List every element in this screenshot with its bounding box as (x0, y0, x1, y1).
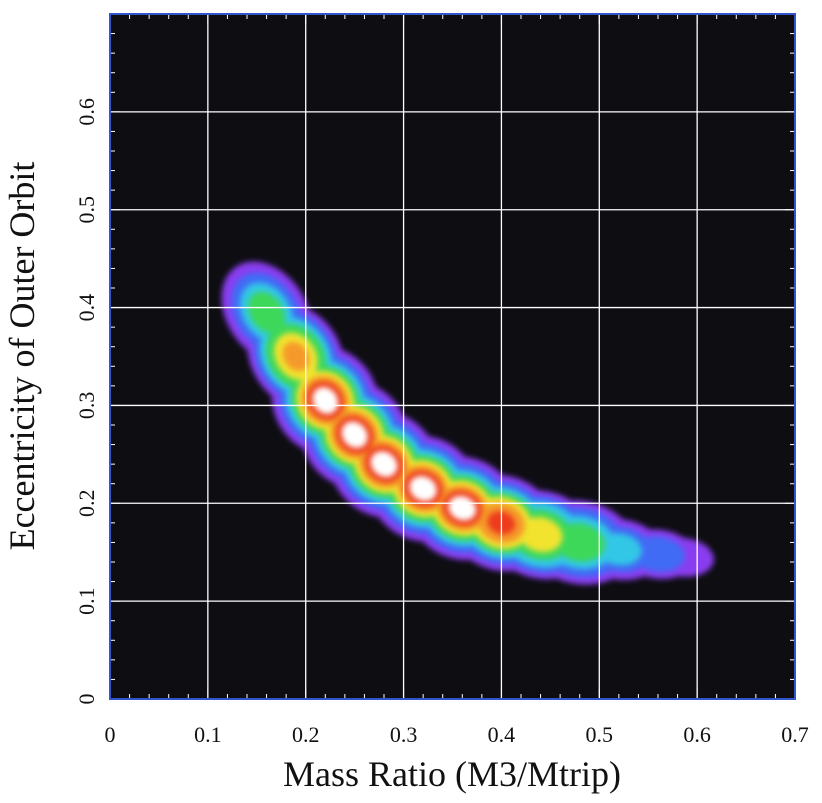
density-cell (409, 476, 437, 502)
y-tick-label: 0.3 (74, 392, 99, 420)
density-layer (221, 261, 714, 585)
x-tick-label: 0.5 (586, 722, 614, 747)
x-tick-label: 0 (105, 722, 116, 747)
x-tick-label: 0.6 (683, 722, 711, 747)
x-tick-labels: 0 0.1 0.2 0.3 0.4 0.5 0.6 0.7 (105, 722, 809, 747)
x-tick-label: 0.1 (194, 722, 222, 747)
x-tick-label: 0.3 (390, 722, 418, 747)
plot-frame (109, 13, 796, 700)
grid-lines (110, 14, 795, 699)
plot-background (110, 14, 795, 699)
y-tick-label: 0.6 (74, 98, 99, 126)
density-cell (341, 421, 368, 449)
x-axis-title: Mass Ratio (M3/Mtrip) (283, 754, 621, 794)
x-tick-label: 0.4 (488, 722, 516, 747)
y-tick-label: 0.1 (74, 587, 99, 615)
y-tick-label: 0 (74, 694, 99, 705)
y-tick-label: 0.5 (74, 196, 99, 224)
density-cell (370, 451, 398, 477)
y-tick-labels: 0 0.1 0.2 0.3 0.4 0.5 0.6 (74, 98, 99, 704)
y-axis-title: Eccentricity of Outer Orbit (2, 162, 42, 551)
y-tick-label: 0.4 (74, 294, 99, 322)
x-tick-label: 0.2 (292, 722, 320, 747)
y-tick-label: 0.2 (74, 490, 99, 518)
density-level (312, 387, 477, 521)
density-cell (248, 291, 286, 334)
density-cell (282, 341, 310, 372)
x-tick-label: 0.7 (781, 722, 809, 747)
density-cell (596, 533, 642, 566)
density-cell (448, 495, 477, 521)
density-cell (312, 387, 339, 414)
density-cell (518, 517, 563, 553)
density-cell (554, 523, 606, 562)
density-cell (631, 536, 685, 572)
